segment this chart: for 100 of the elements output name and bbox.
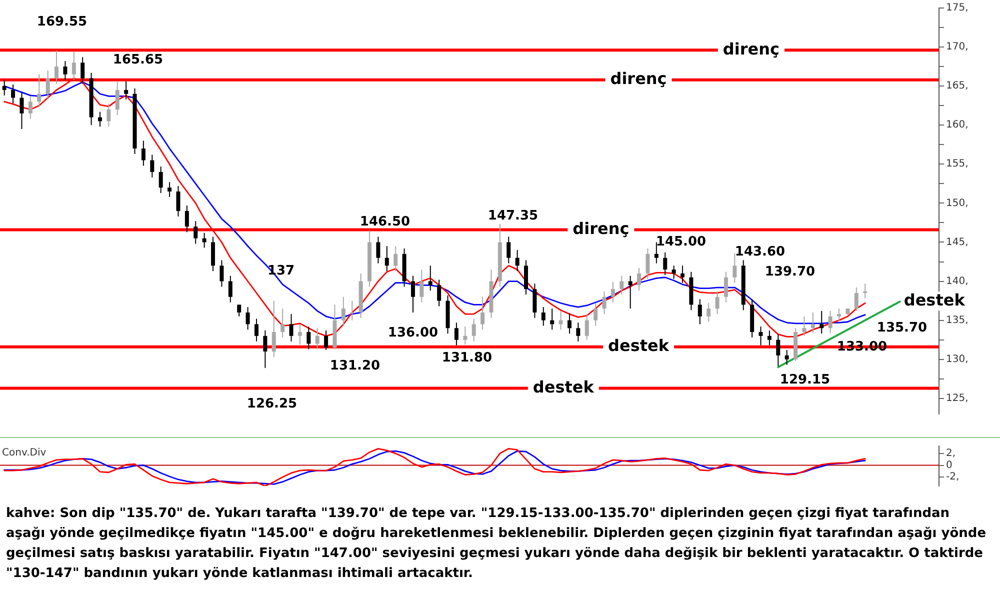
annotation: 136.00 [388, 325, 438, 340]
y-tick-label: 145, [946, 236, 968, 248]
candlestick [158, 166, 163, 194]
candlestick [820, 310, 824, 334]
ref-line-label: direnç [610, 68, 667, 88]
candlestick [828, 310, 832, 334]
candlestick [289, 314, 294, 342]
candlestick [63, 60, 68, 80]
y-tick-label: 140, [946, 276, 968, 287]
candlestick [410, 275, 415, 313]
ref-line-label: direnç [572, 218, 630, 238]
candlestick [124, 80, 128, 100]
candlestick [610, 282, 615, 303]
candlestick [767, 330, 772, 346]
candlestick [72, 51, 76, 80]
y-tick-label: 175, [946, 2, 968, 14]
candlestick [11, 84, 16, 104]
candlestick [306, 326, 311, 350]
candlestick [46, 70, 50, 100]
candlestick [724, 271, 728, 303]
candlestick [541, 306, 546, 326]
annotation: 143.60 [734, 244, 786, 260]
candlestick [637, 267, 642, 292]
candlestick [732, 252, 737, 284]
candlestick [472, 318, 476, 342]
candlestick [628, 275, 632, 310]
candlestick [863, 283, 868, 299]
candlestick [376, 236, 380, 264]
annotation: 129.15 [780, 372, 830, 388]
candlestick [463, 326, 468, 346]
annotation: 146.50 [360, 214, 410, 230]
candlestick [211, 236, 216, 272]
candlestick [837, 308, 842, 322]
candlestick [168, 182, 172, 198]
candlestick [28, 96, 32, 120]
candlestick [524, 260, 528, 296]
candlestick [20, 92, 24, 130]
candlestick [115, 80, 120, 116]
candlestick [437, 279, 442, 307]
ref-line-label: destek [532, 377, 594, 396]
y-tick-label: 150, [946, 198, 968, 209]
candlestick [298, 324, 302, 346]
candlestick [698, 298, 702, 325]
candlestick [594, 302, 598, 326]
y-tick-label: 125, [946, 392, 968, 404]
candlestick [567, 312, 572, 334]
y-tick-label: 170, [946, 42, 968, 53]
candlestick [106, 104, 111, 128]
candlestick [784, 349, 789, 366]
chart-title: Conv.Div [2, 448, 46, 459]
annotation: 165.65 [112, 52, 164, 68]
ref-line-label: destek [608, 336, 670, 356]
candlestick [706, 302, 711, 322]
candlestick [506, 236, 511, 264]
annotation: 135.70 [876, 320, 928, 336]
candlestick [202, 232, 206, 248]
candlestick [341, 296, 346, 326]
y-tick-label: 130, [946, 354, 968, 365]
candlestick [715, 290, 720, 315]
candlestick [184, 205, 189, 233]
candlestick [280, 308, 285, 338]
annotation: 147.35 [488, 208, 538, 224]
candlestick [324, 330, 328, 350]
annotation: 139.70 [764, 264, 816, 280]
candlestick [2, 79, 6, 96]
candlestick [646, 248, 650, 280]
candlestick [532, 283, 537, 318]
series-label: destek [904, 290, 966, 310]
candlestick [480, 296, 485, 330]
candlestick [54, 50, 59, 84]
candlestick [254, 318, 258, 342]
annotation: 145.00 [656, 234, 706, 250]
candlestick [315, 328, 320, 350]
y-tick-label: 0 [946, 460, 952, 471]
candlestick [620, 275, 624, 296]
candlestick [680, 265, 685, 284]
candlestick [246, 306, 250, 330]
candlestick [176, 186, 180, 217]
candlestick [394, 246, 398, 272]
candlestick [420, 269, 424, 303]
candlestick [758, 326, 763, 346]
annotation: 131.80 [442, 350, 492, 366]
candlestick [141, 140, 146, 166]
candlestick [384, 246, 389, 272]
candlestick [672, 265, 676, 280]
candlestick [654, 242, 658, 264]
y-tick-label: 160, [946, 120, 968, 131]
candlestick [576, 322, 580, 342]
candlestick [802, 316, 806, 336]
annotation: 126.25 [246, 396, 298, 412]
y-tick-label: 135, [946, 314, 968, 326]
candlestick [228, 275, 232, 303]
y-tick-label: 155, [946, 158, 968, 170]
annotation: 169.55 [36, 14, 88, 30]
candlestick [558, 310, 563, 330]
y-tick-label: 165, [946, 80, 968, 92]
candlestick [37, 74, 42, 108]
candlestick [428, 265, 432, 292]
candlestick [98, 111, 102, 128]
candlestick [194, 220, 198, 244]
